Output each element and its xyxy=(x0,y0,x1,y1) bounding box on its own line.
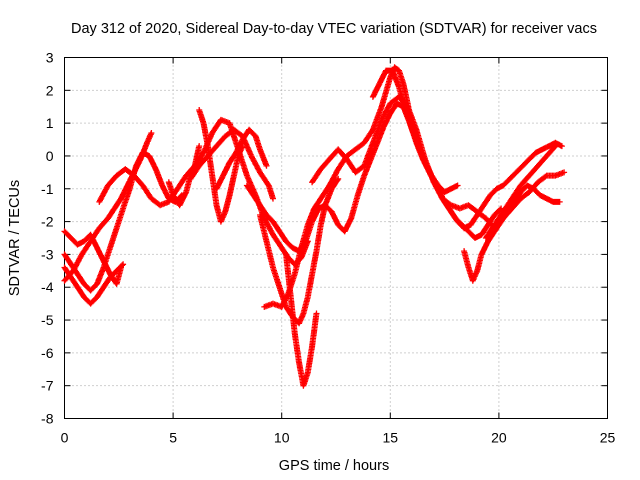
data-markers xyxy=(196,107,246,225)
plot-frame xyxy=(64,57,608,419)
x-tick-label: 15 xyxy=(383,430,399,446)
x-tick-label: 5 xyxy=(169,430,177,446)
y-tick-label: -8 xyxy=(41,411,54,427)
x-tick-label: 25 xyxy=(600,430,616,446)
y-tick-label: 0 xyxy=(46,148,54,164)
series-arc15 xyxy=(326,64,461,196)
series-arc16 xyxy=(369,67,565,232)
data-markers xyxy=(283,251,320,389)
series-arc13 xyxy=(261,175,337,310)
y-tick-label: -2 xyxy=(41,214,54,230)
data-markers xyxy=(369,67,565,232)
y-tick-label: -6 xyxy=(41,345,54,361)
y-tick-label: 1 xyxy=(46,115,54,131)
y-tick-label: -1 xyxy=(41,181,54,197)
series-arc9 xyxy=(213,126,270,192)
x-axis-label: GPS time / hours xyxy=(279,458,389,474)
x-tick-label: 0 xyxy=(61,430,69,446)
axis-ticks: 0 5 10 15 20 25 -8 -7 -6 -5 -4 -3 -2 -1 0 1 2 3 xyxy=(41,50,615,446)
y-axis-label: SDTVAR / TECUs xyxy=(7,180,23,296)
series-arc12 xyxy=(283,251,320,389)
data-markers xyxy=(461,182,563,284)
data-markers xyxy=(482,143,559,241)
data-markers xyxy=(213,126,270,192)
series-arc18 xyxy=(482,143,559,241)
series-arc4 xyxy=(61,130,155,284)
x-tick-label: 20 xyxy=(491,430,507,446)
data-markers xyxy=(61,130,155,284)
data-points xyxy=(61,64,568,389)
x-tick-label: 10 xyxy=(274,430,290,446)
series-arc17 xyxy=(461,182,563,284)
y-tick-label: -4 xyxy=(41,279,54,295)
data-markers xyxy=(261,175,337,310)
y-tick-label: -7 xyxy=(41,378,54,394)
series-arc7 xyxy=(196,107,246,225)
chart-title: Day 312 of 2020, Sidereal Day-to-day VTE… xyxy=(71,21,597,37)
y-tick-label: -5 xyxy=(41,312,54,328)
y-tick-label: -3 xyxy=(41,246,54,262)
y-tick-label: 2 xyxy=(46,82,54,98)
grid-lines xyxy=(64,57,608,419)
y-tick-label: 3 xyxy=(46,50,54,66)
data-markers xyxy=(326,64,461,196)
